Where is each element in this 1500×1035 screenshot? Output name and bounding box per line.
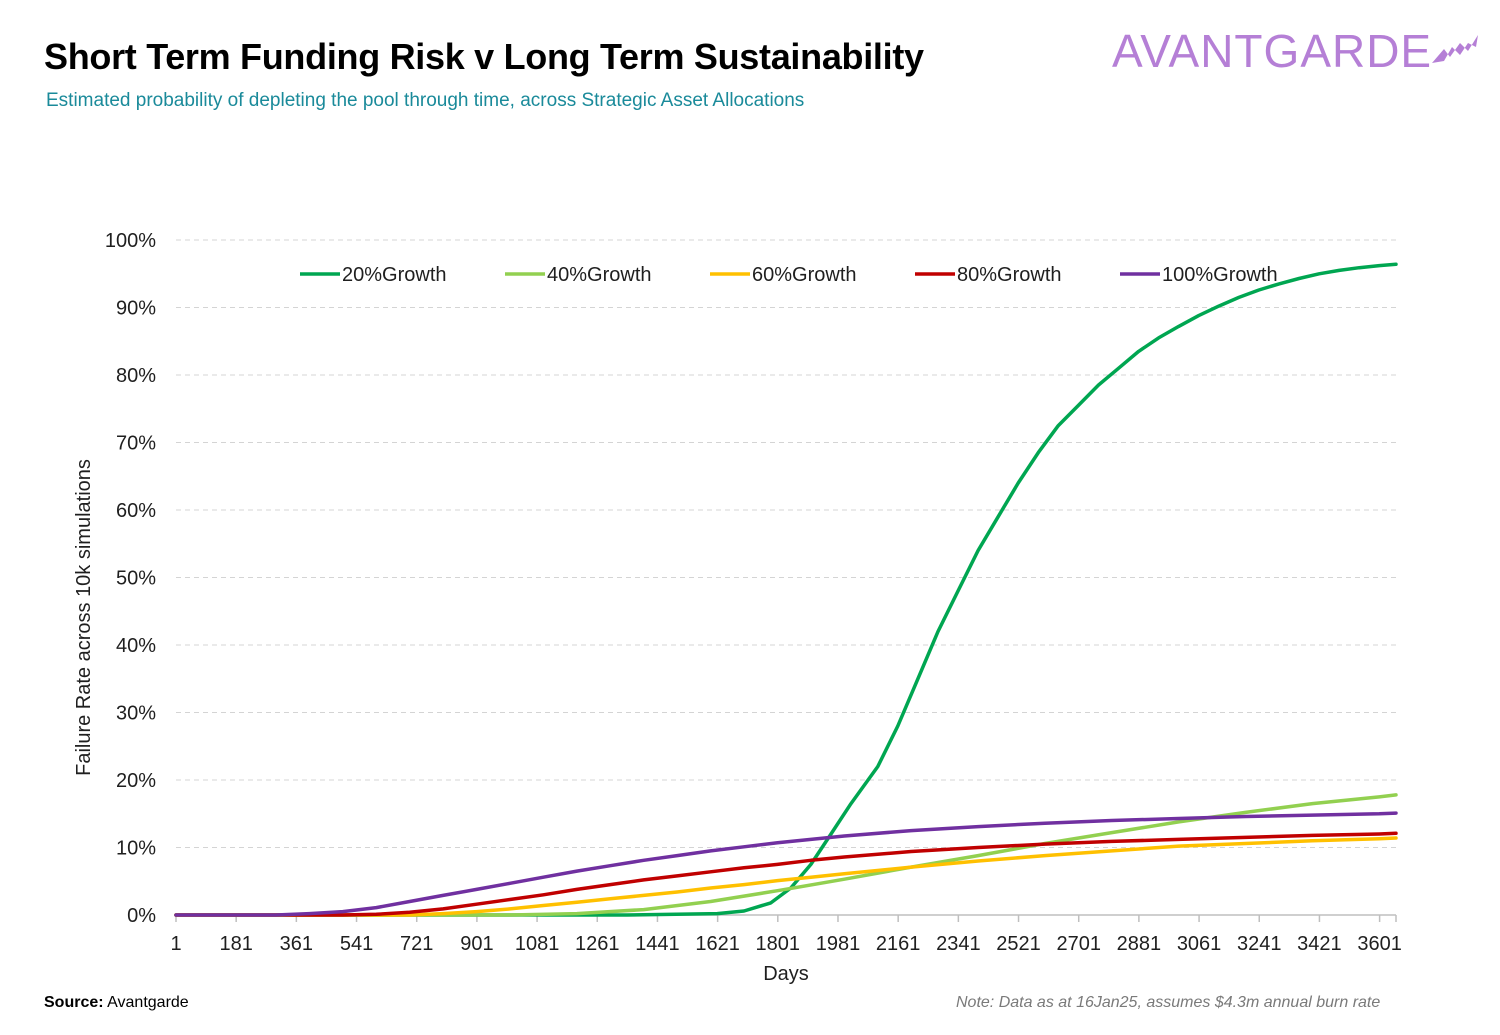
x-tick-label: 3241	[1237, 933, 1282, 955]
y-tick-label: 40%	[116, 635, 156, 657]
legend-label: 40%Growth	[547, 264, 652, 286]
y-tick-label: 70%	[116, 433, 156, 455]
x-tick-label: 1	[170, 933, 181, 955]
x-tick-label: 1981	[816, 933, 861, 955]
series-line	[174, 831, 1398, 917]
logo-text: AVANTGARDE	[1112, 25, 1433, 77]
series-line	[174, 811, 1398, 917]
x-tick-label: 3421	[1297, 933, 1342, 955]
series-line	[174, 836, 1398, 917]
x-tick-label: 1801	[756, 933, 801, 955]
legend-label: 80%Growth	[957, 264, 1062, 286]
x-tick-label: 541	[340, 933, 373, 955]
y-tick-label: 0%	[127, 905, 156, 927]
x-tick-label: 2161	[876, 933, 921, 955]
x-tick-label: 2341	[936, 933, 981, 955]
y-axis-title: Failure Rate across 10k simulations	[73, 459, 95, 776]
x-tick-label: 361	[280, 933, 313, 955]
y-tick-label: 90%	[116, 298, 156, 320]
x-tick-label: 2701	[1056, 933, 1101, 955]
x-tick-label: 1081	[515, 933, 560, 955]
x-tick-label: 2881	[1117, 933, 1162, 955]
y-tick-label: 20%	[116, 770, 156, 792]
logo-swoosh-icon	[1432, 35, 1479, 63]
source-label: Source:	[44, 994, 104, 1011]
x-tick-label: 901	[460, 933, 493, 955]
y-tick-label: 80%	[116, 365, 156, 387]
series-line	[174, 793, 1398, 917]
avantgarde-logo: AVANTGARDE	[1112, 26, 1480, 76]
x-axis-title: Days	[763, 963, 809, 985]
y-tick-label: 30%	[116, 703, 156, 725]
legend-label: 20%Growth	[342, 264, 447, 286]
x-tick-label: 1621	[695, 933, 740, 955]
x-tick-label: 2521	[996, 933, 1041, 955]
y-tick-label: 10%	[116, 838, 156, 860]
x-tick-label: 1441	[635, 933, 680, 955]
x-tick-label: 721	[400, 933, 433, 955]
source-line: Source: Avantgarde	[44, 994, 189, 1012]
x-tick-label: 3061	[1177, 933, 1222, 955]
page-title: Short Term Funding Risk v Long Term Sust…	[44, 36, 924, 77]
legend-label: 60%Growth	[752, 264, 857, 286]
y-tick-label: 100%	[105, 230, 156, 252]
y-tick-label: 60%	[116, 500, 156, 522]
x-tick-label: 3601	[1357, 933, 1402, 955]
source-value: Avantgarde	[107, 994, 189, 1011]
y-tick-label: 50%	[116, 568, 156, 590]
chart-subtitle: Estimated probability of depleting the p…	[46, 90, 805, 111]
x-tick-label: 181	[219, 933, 252, 955]
series-line	[174, 262, 1398, 917]
legend-label: 100%Growth	[1162, 264, 1278, 286]
data-note: Note: Data as at 16Jan25, assumes $4.3m …	[956, 994, 1381, 1011]
x-tick-label: 1261	[575, 933, 620, 955]
